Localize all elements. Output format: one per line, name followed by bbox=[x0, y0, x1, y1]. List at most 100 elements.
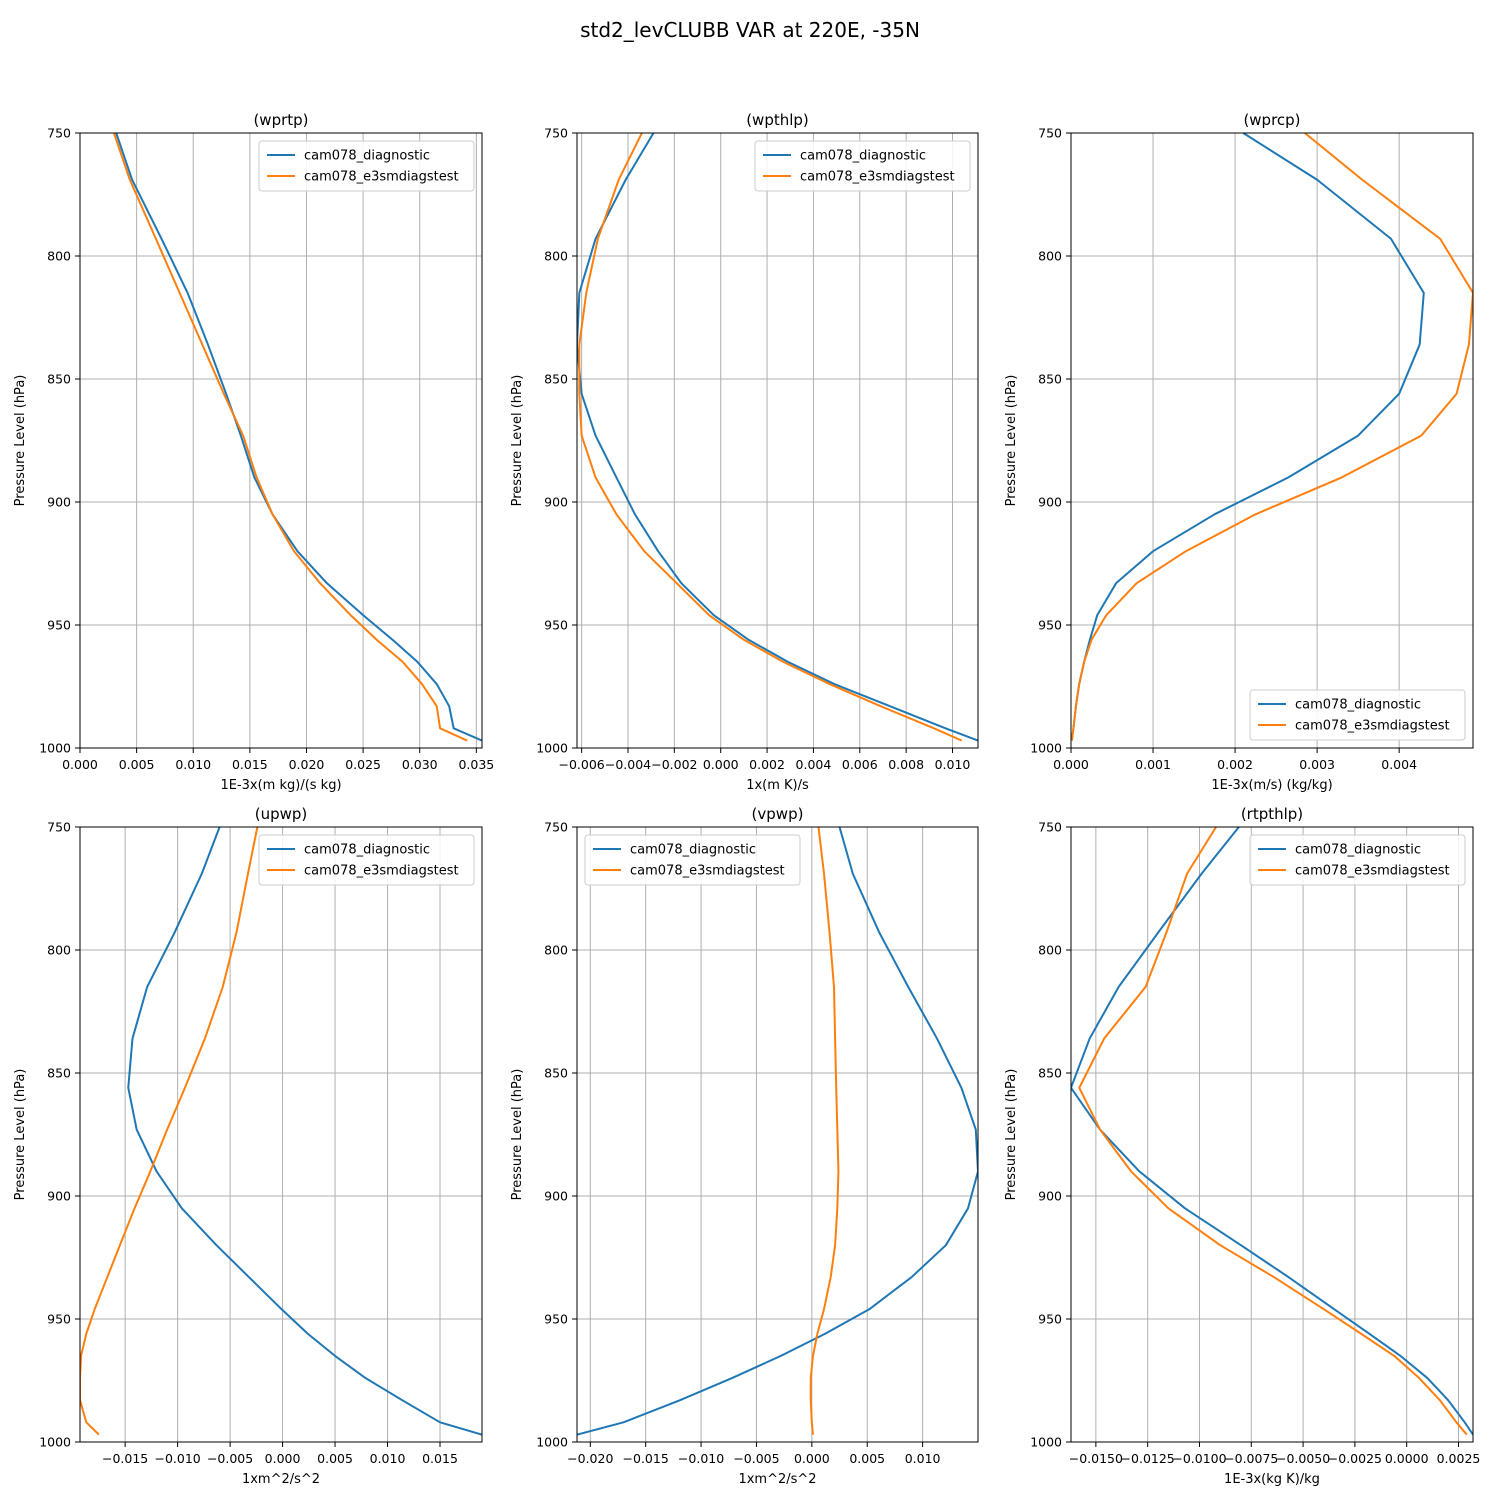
x-axis-label: 1E-3x(kg K)/kg bbox=[1224, 1472, 1320, 1487]
y-tick-label: 1000 bbox=[1030, 1435, 1062, 1450]
x-axis-label: 1xm^2/s^2 bbox=[738, 1472, 816, 1487]
y-tick-label: 750 bbox=[47, 820, 71, 835]
series-line-2 bbox=[113, 133, 468, 742]
x-tick-label: 0.000 bbox=[1053, 757, 1089, 772]
axes-frame bbox=[1070, 826, 1474, 1443]
y-axis-label: Pressure Level (hPa) bbox=[13, 1069, 28, 1201]
y-tick-label: 800 bbox=[47, 249, 71, 264]
y-tick-label: 850 bbox=[544, 1066, 568, 1081]
legend-box bbox=[258, 140, 475, 192]
y-tick-label: 1000 bbox=[39, 1435, 71, 1450]
series-line-1 bbox=[577, 133, 978, 742]
x-tick-label: 0.010 bbox=[905, 1451, 941, 1466]
y-axis-label: Pressure Level (hPa) bbox=[1004, 375, 1019, 507]
subplot: −0.020 −0.015 −0.010 −0.005 0.000 0.005 0.010 7… bbox=[510, 805, 979, 1487]
axes-frame bbox=[79, 132, 483, 749]
x-tick-label: 0.005 bbox=[849, 1451, 885, 1466]
legend-label: cam078_diagnostic bbox=[800, 149, 926, 164]
subplot: 0.000 0.001 0.002 0.003 0.004 750 800 850 900 950… bbox=[1004, 111, 1474, 793]
legend-label: cam078_e3smdiagstest bbox=[800, 170, 955, 185]
series-line-1 bbox=[127, 827, 482, 1436]
legend: cam078_diagnostic cam078_e3smdiagstest bbox=[584, 834, 801, 886]
y-tick-label: 800 bbox=[544, 249, 568, 264]
x-tick-label: −0.005 bbox=[207, 1451, 253, 1466]
x-tick-label: 0.035 bbox=[458, 757, 494, 772]
x-tick-label: 0.000 bbox=[703, 757, 739, 772]
x-axis-label: 1E-3x(m/s) (kg/kg) bbox=[1211, 778, 1332, 793]
legend-box bbox=[258, 834, 475, 886]
plot-area bbox=[80, 133, 482, 748]
x-tick-label: 0.010 bbox=[175, 757, 211, 772]
y-tick-label: 900 bbox=[47, 1189, 71, 1204]
x-tick-label: 0.008 bbox=[888, 757, 924, 772]
y-tick-label: 750 bbox=[544, 126, 568, 141]
legend-label: cam078_diagnostic bbox=[1295, 698, 1421, 713]
legend-label: cam078_e3smdiagstest bbox=[1295, 719, 1450, 734]
subplot-title: (wprtp) bbox=[253, 111, 308, 129]
x-tick-label: 0.002 bbox=[749, 757, 785, 772]
subplot-title: (rtpthlp) bbox=[1241, 805, 1303, 823]
x-tick-label: −0.005 bbox=[733, 1451, 779, 1466]
y-tick-label: 1000 bbox=[536, 1435, 568, 1450]
y-tick-label: 900 bbox=[544, 495, 568, 510]
x-tick-label: 0.015 bbox=[232, 757, 268, 772]
plot-area bbox=[1071, 133, 1473, 748]
x-tick-label: −0.006 bbox=[559, 757, 605, 772]
legend-label: cam078_diagnostic bbox=[304, 843, 430, 858]
x-tick-label: −0.0050 bbox=[1276, 1451, 1330, 1466]
legend: cam078_diagnostic cam078_e3smdiagstest bbox=[258, 140, 475, 192]
series-line-2 bbox=[809, 827, 840, 1435]
legend-box bbox=[754, 140, 971, 192]
x-tick-label: 0.000 bbox=[265, 1451, 301, 1466]
x-tick-label: −0.002 bbox=[651, 757, 697, 772]
series-line-2 bbox=[578, 133, 963, 742]
legend: cam078_diagnostic cam078_e3smdiagstest bbox=[1249, 834, 1466, 886]
subplot-grid: 0.000 0.005 0.010 0.015 0.020 0.025 0.030 0.035… bbox=[13, 111, 1480, 1487]
subplot: −0.0150−0.0125−0.0100−0.0075−0.0050−0.00… bbox=[1004, 805, 1480, 1487]
x-tick-label: −0.010 bbox=[154, 1451, 200, 1466]
x-tick-label: −0.0125 bbox=[1121, 1451, 1175, 1466]
y-tick-label: 800 bbox=[47, 943, 71, 958]
subplot-title: (wpthlp) bbox=[746, 111, 809, 129]
y-tick-label: 850 bbox=[47, 1066, 71, 1081]
legend-box bbox=[584, 834, 801, 886]
legend-box bbox=[1249, 834, 1466, 886]
y-tick-label: 900 bbox=[544, 1189, 568, 1204]
x-tick-label: −0.0100 bbox=[1172, 1451, 1226, 1466]
y-tick-label: 950 bbox=[544, 618, 568, 633]
subplot: −0.006 −0.004 −0.002 0.000 0.002 0.004 0.006 0.… bbox=[510, 111, 979, 793]
legend-label: cam078_e3smdiagstest bbox=[304, 170, 459, 185]
legend-label: cam078_e3smdiagstest bbox=[1295, 864, 1450, 879]
plot-area bbox=[577, 133, 978, 748]
x-tick-label: −0.015 bbox=[102, 1451, 148, 1466]
x-tick-label: 0.002 bbox=[1217, 757, 1253, 772]
y-tick-label: 1000 bbox=[536, 741, 568, 756]
y-axis-label: Pressure Level (hPa) bbox=[510, 1069, 525, 1201]
y-tick-label: 850 bbox=[1038, 372, 1062, 387]
subplot: 0.000 0.005 0.010 0.015 0.020 0.025 0.030 0.035… bbox=[13, 111, 494, 793]
x-tick-label: 0.030 bbox=[402, 757, 438, 772]
series-line-2 bbox=[1071, 133, 1473, 741]
x-tick-label: 0.003 bbox=[1299, 757, 1335, 772]
x-tick-label: 0.000 bbox=[62, 757, 98, 772]
y-tick-label: 800 bbox=[1038, 249, 1062, 264]
legend: cam078_diagnostic cam078_e3smdiagstest bbox=[1249, 689, 1466, 741]
figure-title: std2_levCLUBB VAR at 220E, -35N bbox=[580, 18, 920, 42]
y-tick-label: 850 bbox=[544, 372, 568, 387]
x-tick-label: −0.0150 bbox=[1069, 1451, 1123, 1466]
x-tick-label: 0.000 bbox=[794, 1451, 830, 1466]
x-axis-label: 1x(m K)/s bbox=[746, 778, 809, 793]
x-tick-label: −0.020 bbox=[567, 1451, 613, 1466]
x-axis-label: 1xm^2/s^2 bbox=[242, 1472, 320, 1487]
x-tick-label: −0.0075 bbox=[1224, 1451, 1278, 1466]
x-tick-label: −0.010 bbox=[678, 1451, 724, 1466]
y-tick-label: 950 bbox=[1038, 1312, 1062, 1327]
series-line-1 bbox=[577, 827, 978, 1436]
x-tick-label: 0.001 bbox=[1135, 757, 1171, 772]
axes-frame bbox=[576, 132, 979, 749]
x-tick-label: 0.025 bbox=[345, 757, 381, 772]
subplot-title: (wprcp) bbox=[1243, 111, 1300, 129]
y-tick-label: 850 bbox=[47, 372, 71, 387]
y-axis-label: Pressure Level (hPa) bbox=[13, 375, 28, 507]
